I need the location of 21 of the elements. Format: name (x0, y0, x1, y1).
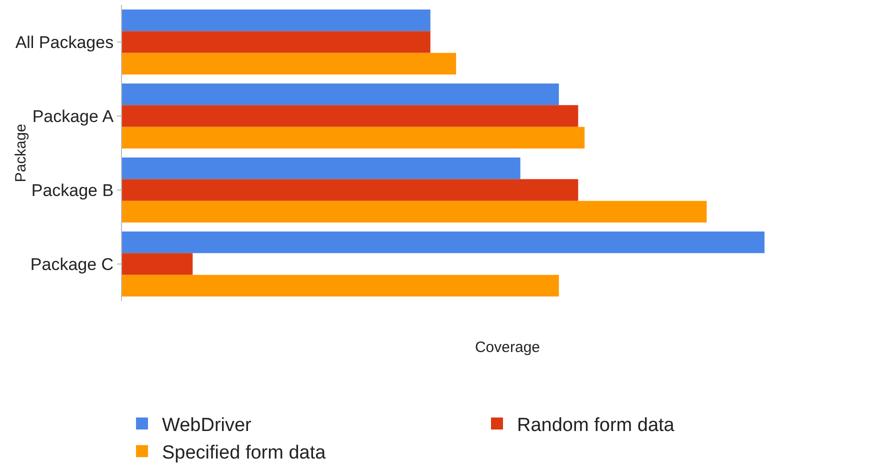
bar (122, 9, 430, 32)
bar (122, 105, 578, 127)
bar (122, 157, 520, 180)
bar (122, 274, 559, 297)
bar (122, 231, 764, 254)
bar (122, 253, 193, 275)
y-tick-label: Package C (30, 254, 114, 274)
y-axis-title: Package (12, 124, 30, 182)
y-tick-label: All Packages (15, 32, 114, 52)
legend-label: WebDriver (162, 414, 252, 436)
x-axis-title: Coverage (474, 339, 540, 356)
legend-label: Specified form data (162, 442, 326, 464)
y-tick-label: Package B (31, 180, 114, 200)
bar (122, 83, 559, 106)
bar (122, 52, 456, 75)
bar (122, 31, 430, 53)
bar (122, 126, 585, 149)
y-tick-label: Package A (32, 106, 114, 126)
bar (122, 179, 578, 201)
bar (122, 200, 707, 223)
legend-label: Random form data (517, 414, 675, 436)
